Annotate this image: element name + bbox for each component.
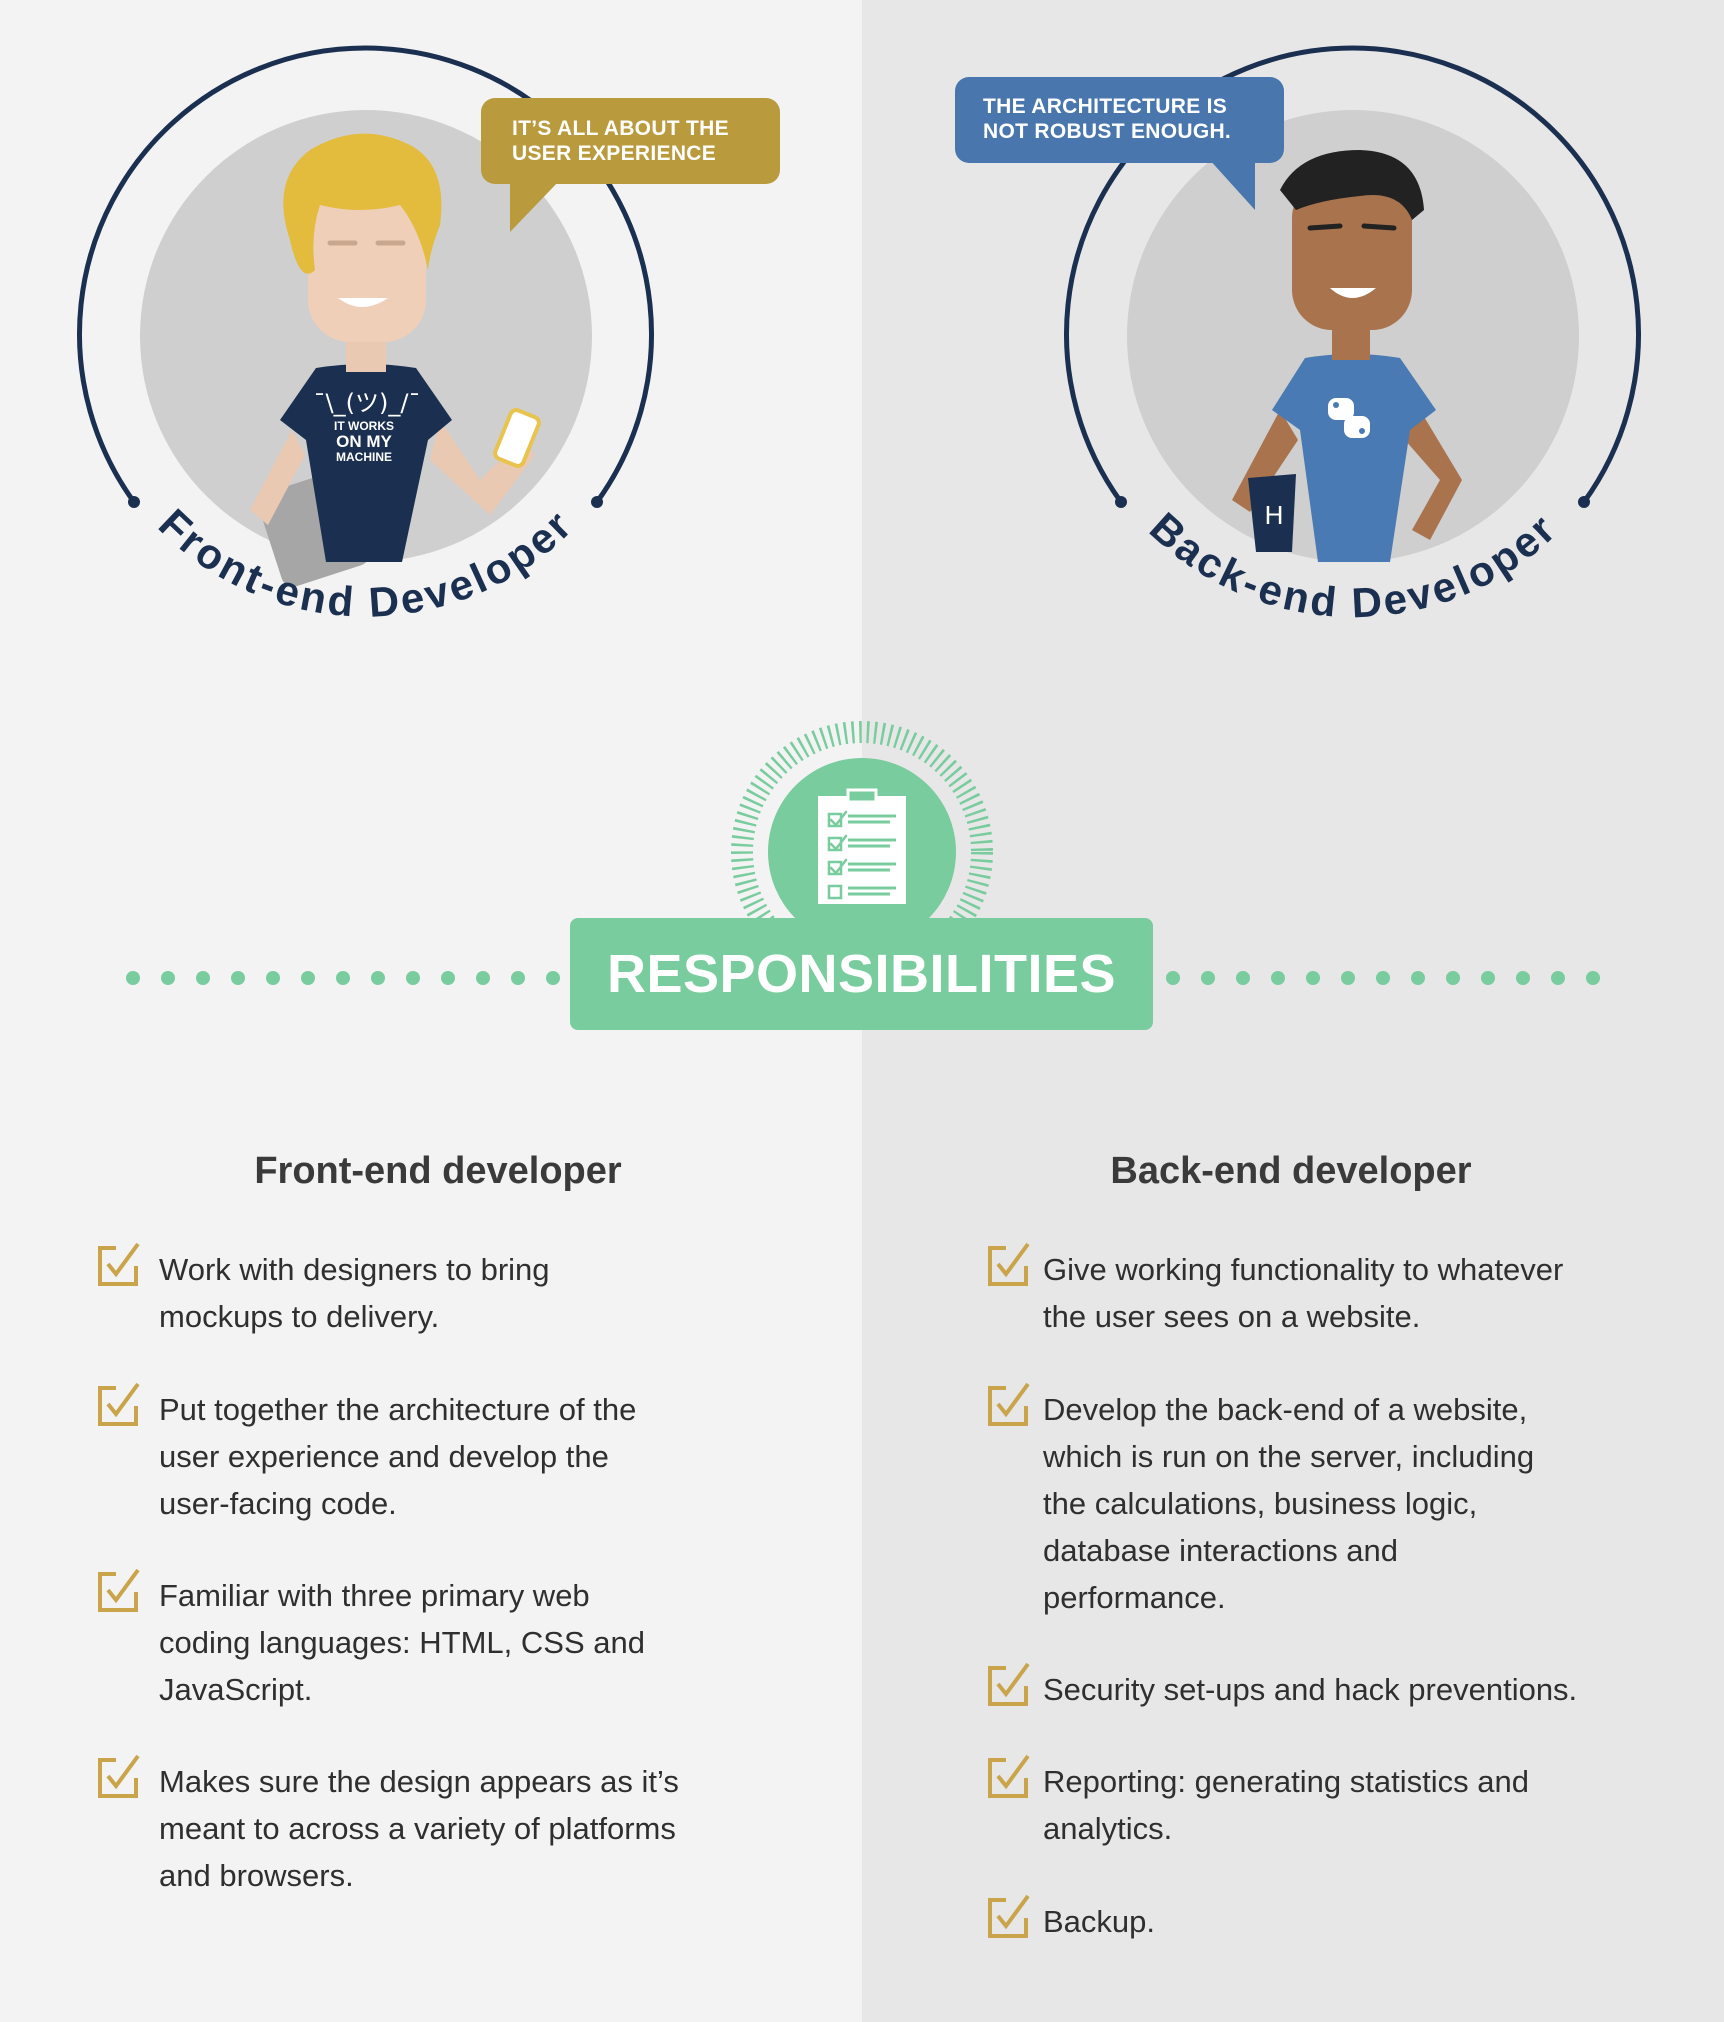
front-hair [283,133,442,274]
banner-dotted-line-right [1166,971,1600,985]
front-item-1: Work with designers to bring mockups to … [159,1252,550,1334]
shirt-text-line2: ON MY [336,432,392,451]
front-item-3: Familiar with three primary web coding l… [159,1578,645,1707]
checkbox-check-icon [98,1242,140,1286]
shirt-text-line1: IT WORKS [334,419,394,433]
back-item-4: Reporting: generating statistics and ana… [1043,1764,1529,1846]
back-item-1: Give working functionality to whatever t… [1043,1252,1564,1334]
python-logo-icon [1328,398,1370,438]
checkbox-check-icon [988,1662,1030,1706]
checkbox-check-icon [98,1568,140,1612]
back-column-title: Back-end developer [1110,1150,1472,1192]
banner-dotted-line-left [126,971,560,985]
phone-icon [493,408,541,468]
back-bubble-line2: NOT ROBUST ENOUGH. [983,120,1232,143]
back-bubble-line1: THE ARCHITECTURE IS [983,95,1228,118]
front-column-title: Front-end developer [254,1150,622,1192]
checkbox-check-icon [988,1754,1030,1798]
mug-letter: H [1265,500,1284,530]
shirt-shrug-text: ¯\_(ツ)_/¯ [314,389,421,417]
back-speech-bubble: THE ARCHITECTURE IS NOT ROBUST ENOUGH. [955,77,1284,163]
back-shirt [1272,354,1436,562]
checkbox-check-icon [98,1754,140,1798]
front-bubble-line1: IT’S ALL ABOUT THE [512,117,729,140]
back-face [1292,178,1412,330]
front-bubble-line2: USER EXPERIENCE [512,142,717,165]
back-item-2: Develop the back-end of a website, which… [1043,1392,1535,1615]
checkbox-check-icon [988,1894,1030,1938]
back-hair [1280,150,1424,220]
clipboard-icon [818,788,906,904]
back-bubble-tail [1208,158,1255,210]
shirt-text-line3: MACHINE [336,450,392,464]
checkbox-check-icon [988,1242,1030,1286]
front-item-2: Put together the architecture of the use… [159,1392,637,1521]
back-item-5: Backup. [1043,1904,1156,1939]
back-portrait-ring [1064,45,1641,504]
front-portrait-ring [77,45,654,504]
front-shirt [280,364,452,562]
clipboard-badge [731,721,993,983]
responsibilities-banner: RESPONSIBILITIES [570,918,1153,1030]
front-face [308,182,426,342]
mug-icon [1248,474,1296,552]
front-speech-bubble: IT’S ALL ABOUT THE USER EXPERIENCE [481,98,780,184]
checkbox-check-icon [988,1382,1030,1426]
front-item-4: Makes sure the design appears as it’s me… [159,1764,679,1893]
back-item-3: Security set-ups and hack preventions. [1043,1672,1578,1707]
front-bubble-tail [510,180,560,232]
checkbox-check-icon [98,1382,140,1426]
